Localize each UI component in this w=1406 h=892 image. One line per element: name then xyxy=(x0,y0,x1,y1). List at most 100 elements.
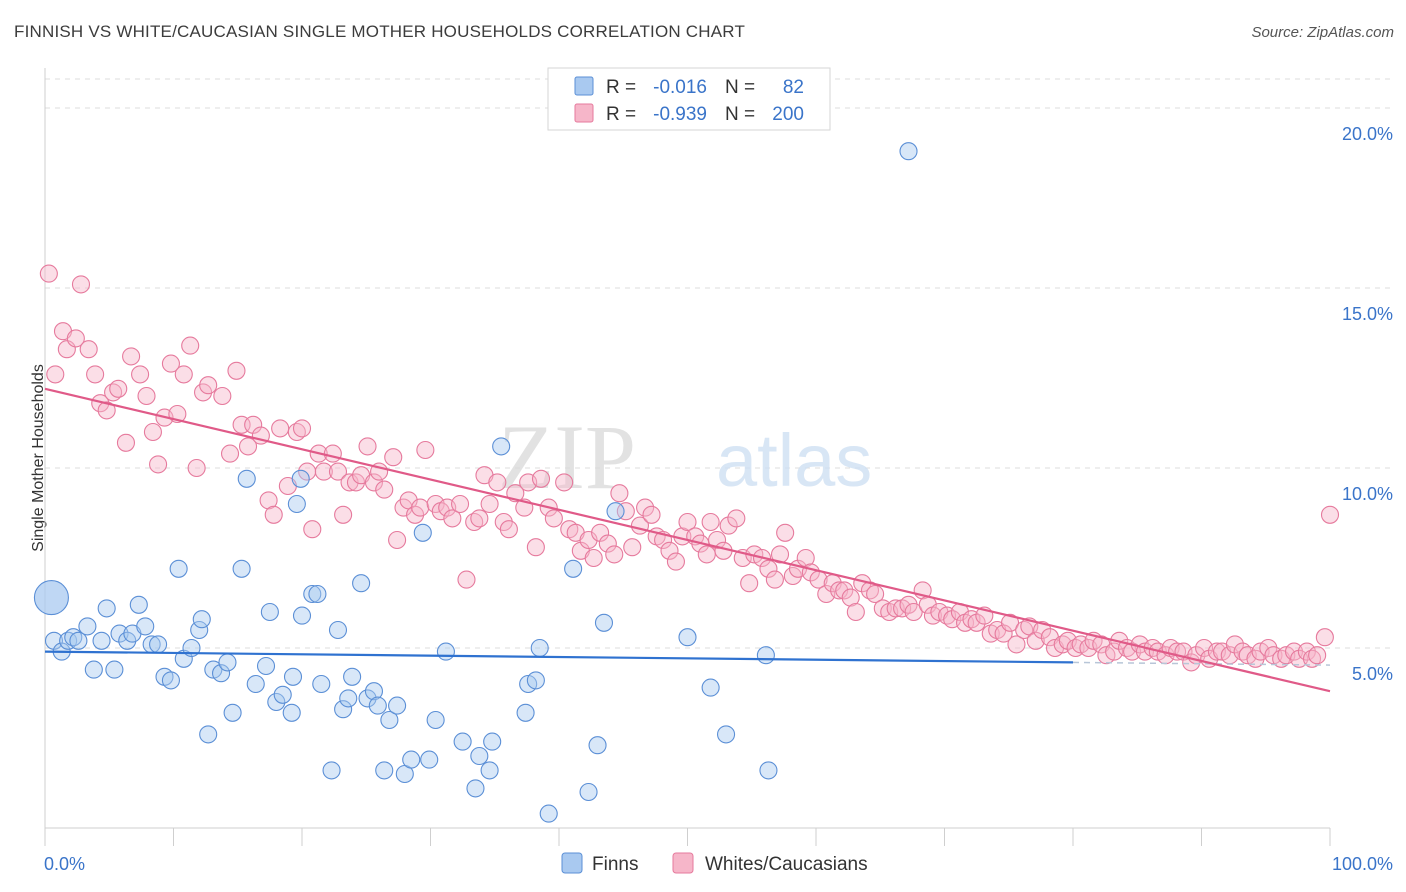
whites-point xyxy=(605,545,624,564)
finns-point xyxy=(352,574,371,593)
whites-point xyxy=(1007,635,1026,654)
legend-box xyxy=(547,67,831,131)
finns-point xyxy=(282,703,301,722)
whites-point xyxy=(846,602,865,622)
whites-point xyxy=(499,520,518,539)
finns-point xyxy=(588,736,607,755)
whites-point xyxy=(411,498,430,517)
finns-point xyxy=(579,782,598,802)
whites-point xyxy=(328,462,348,481)
finns-point xyxy=(78,617,97,636)
finns-point xyxy=(539,804,558,823)
finns-point xyxy=(256,656,276,676)
whites-point xyxy=(220,444,240,463)
finns-point xyxy=(237,469,256,488)
whites-point xyxy=(967,613,986,632)
finns-point xyxy=(192,610,211,629)
finns-point xyxy=(375,761,394,780)
whites-point xyxy=(480,494,499,514)
legend-n-value-finns: 82 xyxy=(783,77,804,98)
whites-point xyxy=(314,462,333,481)
finns-point xyxy=(759,761,778,780)
legend: R = -0.016 N = 82 R = -0.939 N = 200 xyxy=(547,67,831,131)
finns-point xyxy=(169,559,188,578)
finns-point xyxy=(606,502,625,521)
x-tick-label: 100.0% xyxy=(1332,854,1393,874)
whites-point xyxy=(71,275,91,294)
whites-point xyxy=(227,361,246,380)
whites-point xyxy=(271,419,290,438)
whites-point xyxy=(39,264,58,283)
x-tick-label: 0.0% xyxy=(44,854,85,874)
finns-point xyxy=(678,628,697,647)
whites-point xyxy=(835,581,854,600)
whites-point xyxy=(636,498,655,517)
finns-point xyxy=(358,689,377,708)
finns-point xyxy=(33,580,69,616)
whites-point xyxy=(1302,649,1322,668)
finns-point xyxy=(110,624,129,643)
legend-n-label-finns: N = xyxy=(725,77,755,98)
whites-point xyxy=(1290,649,1309,668)
whites-point xyxy=(1225,635,1244,654)
whites-point xyxy=(199,376,218,395)
whites-point xyxy=(303,520,322,539)
whites-trendline xyxy=(44,387,1331,693)
finns-point xyxy=(564,559,583,578)
whites-point xyxy=(416,440,435,460)
finns-point xyxy=(69,631,88,650)
source-credit: Source: ZipAtlas.com xyxy=(1251,24,1394,41)
finns-point xyxy=(530,638,549,658)
whites-point xyxy=(334,505,353,524)
finns-point xyxy=(232,559,251,578)
watermark-atlas: atlas xyxy=(716,419,872,502)
finns-point xyxy=(526,671,545,690)
finns-point xyxy=(129,595,148,614)
finns-point xyxy=(334,700,353,719)
whites-point xyxy=(46,365,65,384)
whites-point xyxy=(1066,638,1085,658)
whites-point xyxy=(104,383,123,402)
finns-point xyxy=(283,667,303,686)
whites-point xyxy=(830,581,849,600)
whites-point xyxy=(526,538,545,557)
whites-point xyxy=(488,473,507,492)
whites-point xyxy=(451,494,470,514)
finns-point xyxy=(516,703,535,722)
finns-point xyxy=(292,606,312,625)
bottom-legend-label-whites: Whites/Caucasians xyxy=(705,854,868,875)
whites-point xyxy=(149,455,168,474)
whites-point xyxy=(86,365,105,384)
finns-points xyxy=(33,142,918,823)
whites-point xyxy=(759,559,778,578)
finns-point xyxy=(136,617,155,636)
whites-point xyxy=(181,336,200,355)
finns-point xyxy=(899,142,918,161)
finns-point xyxy=(308,584,327,604)
whites-point xyxy=(457,570,476,589)
finns-point xyxy=(339,689,358,708)
finns-point xyxy=(368,696,387,715)
whites-point xyxy=(584,548,603,568)
finns-point xyxy=(756,646,775,665)
whites-point xyxy=(97,401,116,420)
whites-point xyxy=(364,473,384,492)
whites-point xyxy=(610,484,629,503)
whites-point xyxy=(66,329,85,348)
whites-point xyxy=(340,473,359,492)
finns-point xyxy=(273,685,292,704)
whites-point xyxy=(623,538,642,557)
chart-title: FINNISH VS WHITE/CAUCASIAN SINGLE MOTHER… xyxy=(14,22,746,41)
finns-point xyxy=(246,674,265,694)
legend-r-label-whites: R = xyxy=(606,104,636,125)
finns-point xyxy=(97,599,116,618)
whites-point xyxy=(187,458,206,478)
legend-n-value-whites: 200 xyxy=(772,104,804,125)
legend-r-value-finns: -0.016 xyxy=(653,77,707,98)
watermark: ZIP atlas xyxy=(498,406,872,508)
finns-point xyxy=(466,779,485,798)
finns-point xyxy=(199,725,218,744)
whites-point xyxy=(701,512,720,532)
whites-point xyxy=(375,480,394,499)
whites-point xyxy=(697,545,716,564)
